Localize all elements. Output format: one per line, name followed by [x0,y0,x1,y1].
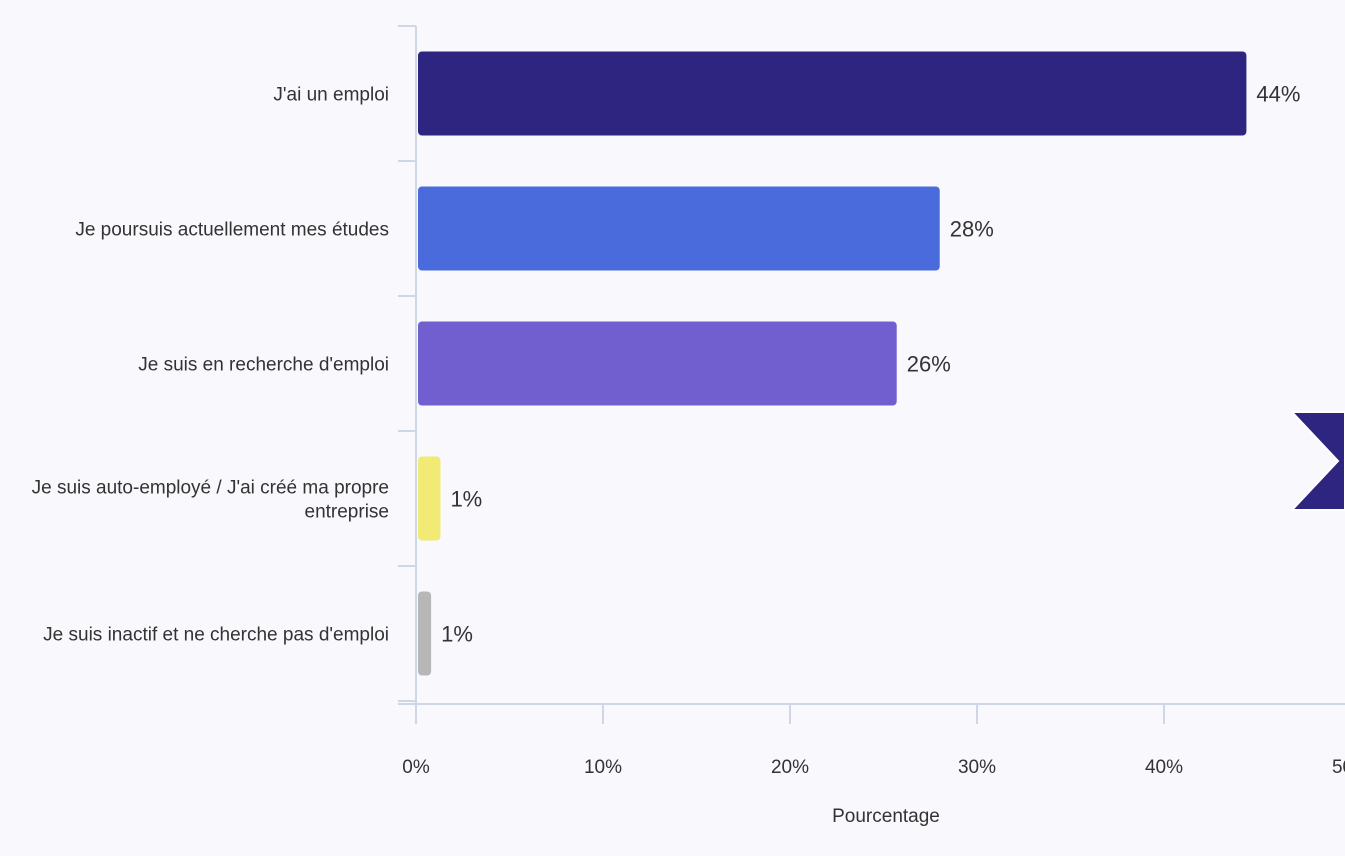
data-label: 44% [1256,82,1300,107]
bar[interactable] [418,186,940,271]
data-labels: 44% 28% 26% 1% 1% [441,82,1300,647]
data-label: 28% [950,217,994,242]
x-tick-label: 40% [1145,757,1183,778]
category-label: J'ai un emploi [273,85,389,106]
x-tick-labels: 0% 10% 20% 30% 40% 50% [402,757,1345,778]
bar[interactable] [418,51,1247,136]
x-axis-title: Pourcentage [832,806,940,827]
chevron-right-icon[interactable] [1289,411,1345,511]
x-tick-label: 30% [958,757,996,778]
data-label: 1% [450,487,482,512]
category-label: Je suis auto-employé / J'ai créé ma prop… [32,478,389,499]
x-tick-label: 0% [402,757,430,778]
bars [418,51,1247,676]
bar[interactable] [418,456,441,541]
data-label: 26% [907,352,951,377]
category-label: Je poursuis actuellement mes études [75,220,389,241]
bar[interactable] [418,591,432,676]
category-label: Je suis en recherche d'emploi [138,355,389,376]
data-label: 1% [441,622,473,647]
axes [398,25,1345,724]
category-labels: J'ai un emploi Je poursuis actuellement m… [32,85,389,646]
x-tick-label: 10% [584,757,622,778]
bar[interactable] [418,321,897,406]
category-label: Je suis inactif et ne cherche pas d'empl… [43,625,389,646]
x-tick-label: 20% [771,757,809,778]
x-tick-label: 50% [1332,757,1345,778]
category-label: entreprise [305,502,390,523]
